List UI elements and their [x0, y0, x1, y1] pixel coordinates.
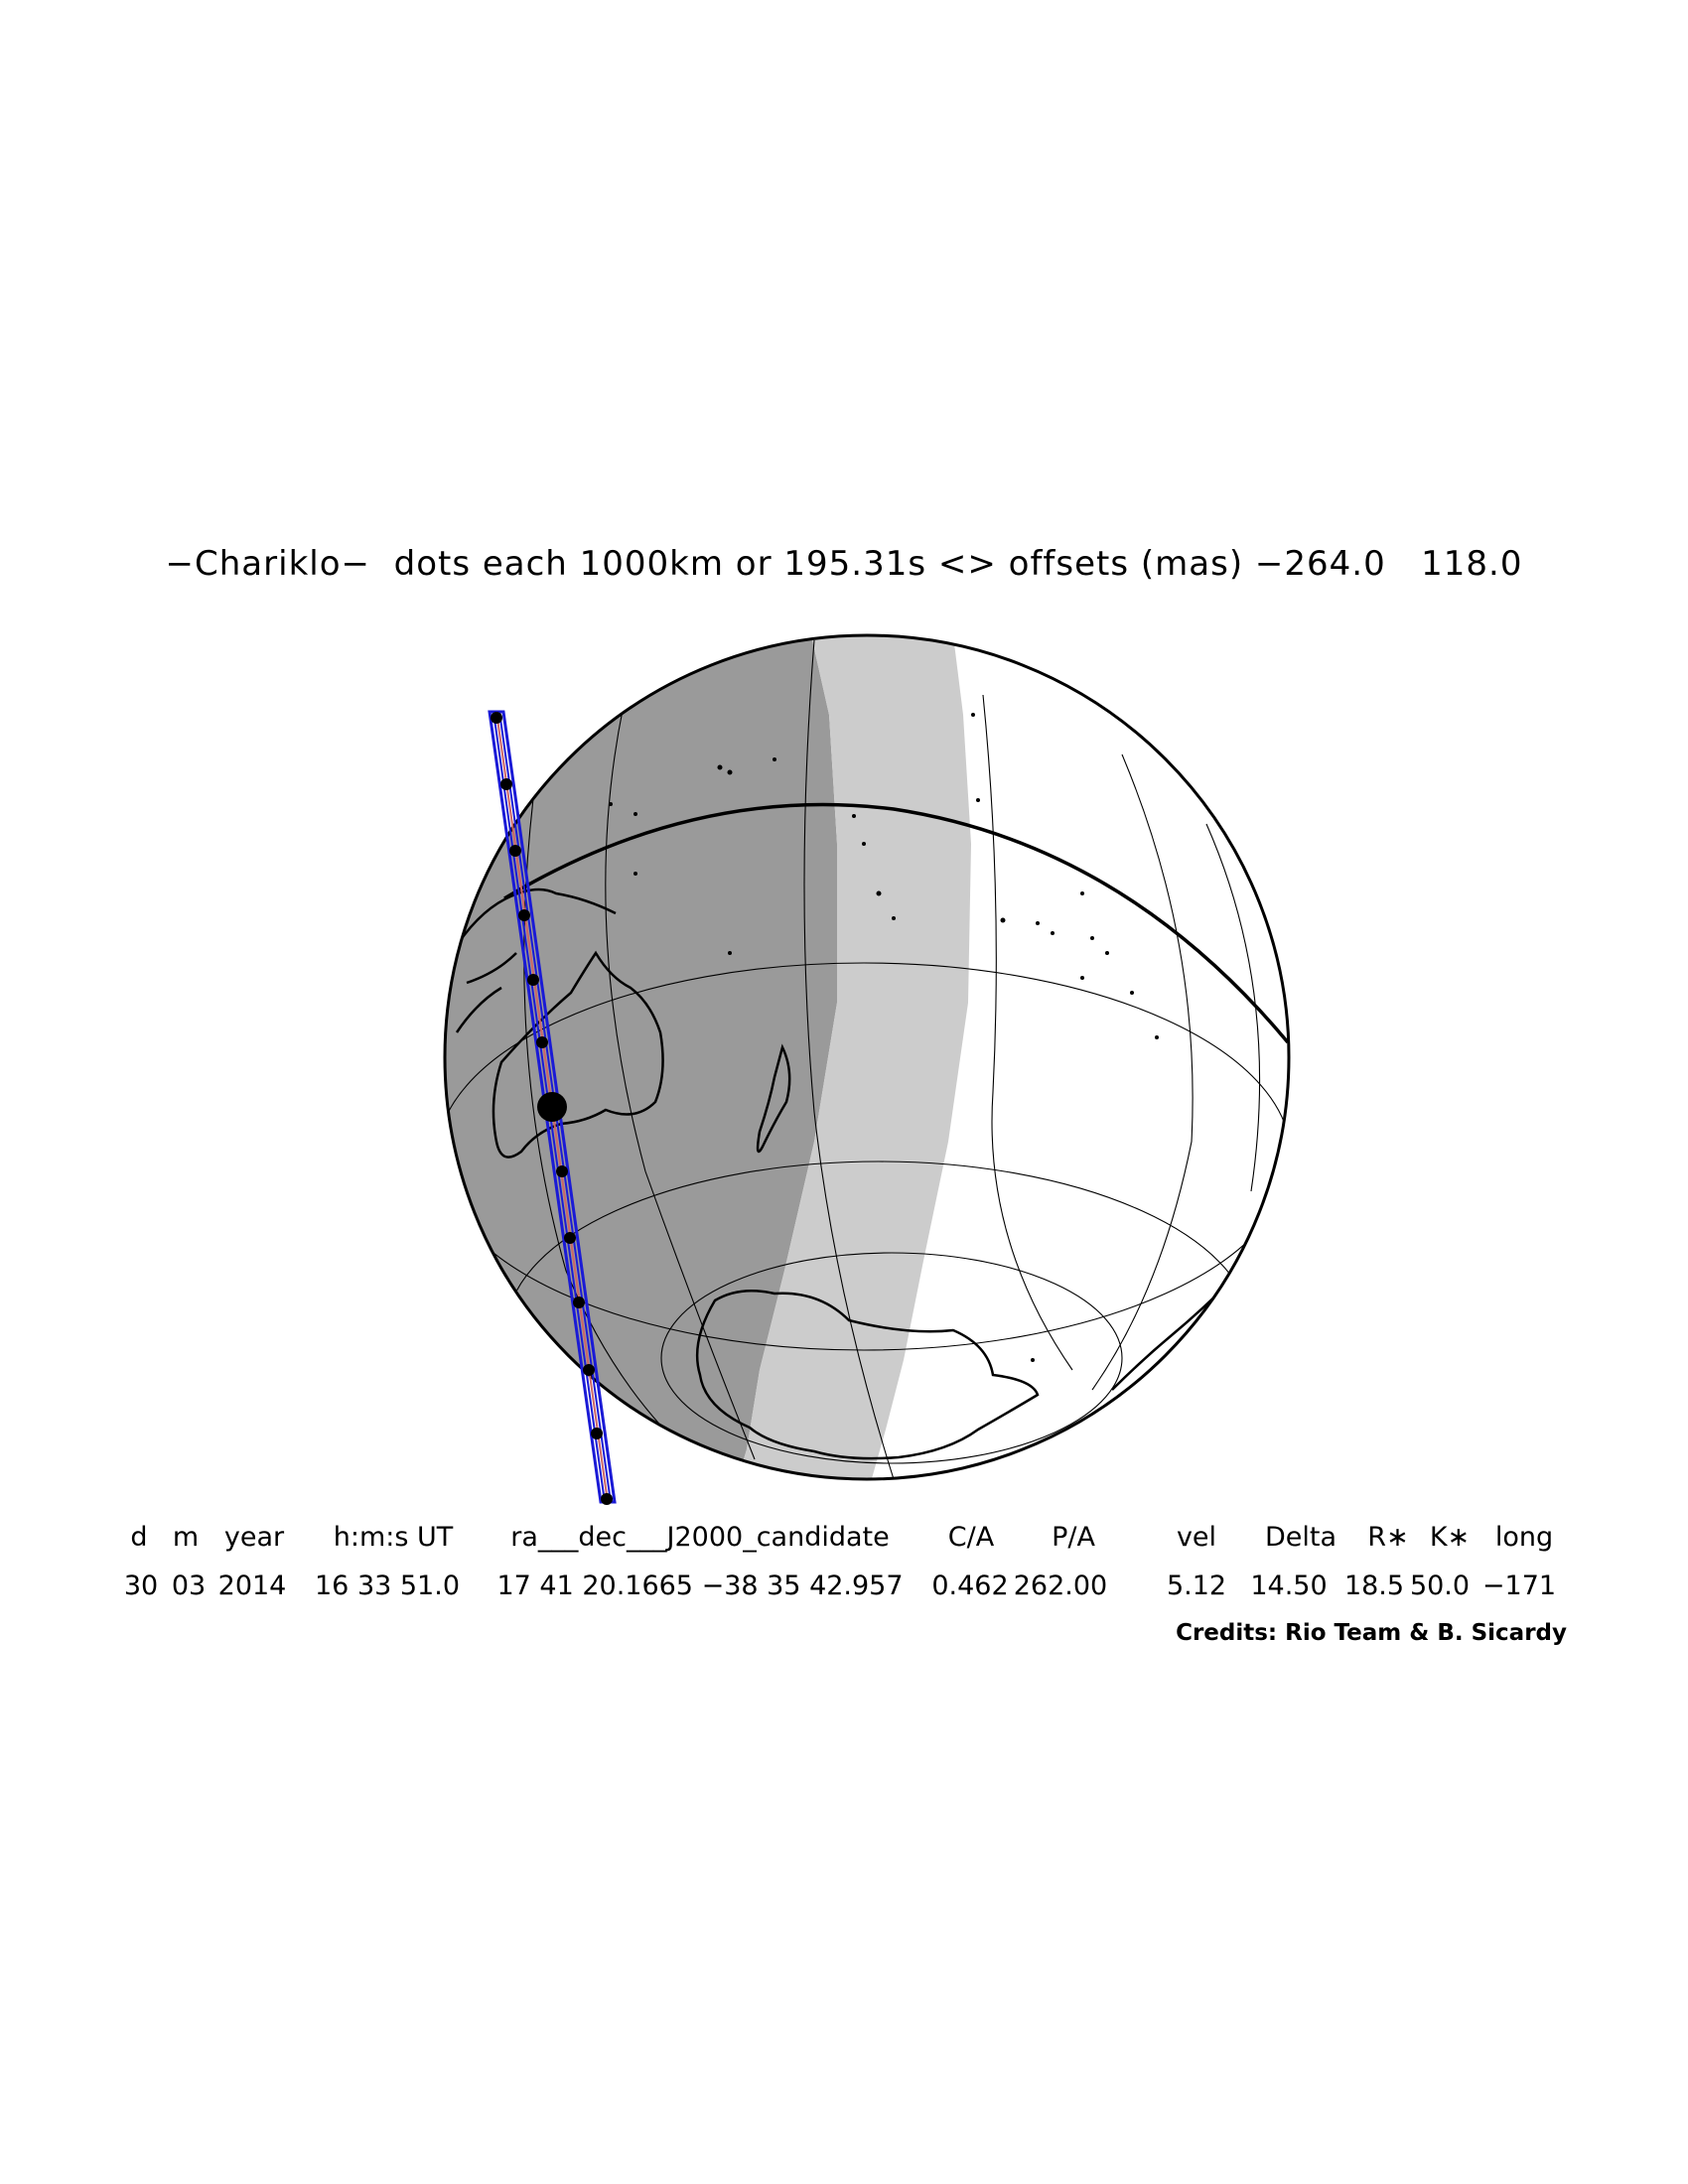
- antarctica-coastline: [695, 1289, 1040, 1460]
- value-time: 16 33 51.0: [315, 1570, 460, 1601]
- path-dot: [509, 845, 521, 857]
- twilight-band: [735, 635, 971, 1479]
- col-header-month: m: [172, 1522, 200, 1553]
- shadow-path-outer: [488, 710, 617, 1504]
- path-time-dots: [491, 712, 613, 1505]
- col-header-long: long: [1494, 1522, 1554, 1553]
- col-header-coordinates: ra___dec___J2000_candidate: [510, 1522, 890, 1553]
- new-zealand-coastline: [756, 1043, 791, 1154]
- value-month: 03: [171, 1570, 207, 1601]
- value-ca: 0.462: [931, 1570, 1009, 1601]
- value-delta: 14.50: [1250, 1570, 1328, 1601]
- col-header-k-mag: K∗: [1429, 1522, 1471, 1553]
- value-r-mag: 18.5: [1343, 1570, 1405, 1601]
- path-dot: [591, 1428, 603, 1439]
- value-pa: 262.00: [1013, 1570, 1108, 1601]
- globe-outline: [443, 633, 1291, 1481]
- col-header-ca: C/A: [947, 1522, 995, 1553]
- value-day: 30: [123, 1570, 159, 1601]
- path-dot: [601, 1493, 613, 1505]
- col-header-delta: Delta: [1264, 1522, 1337, 1553]
- path-dot: [583, 1364, 595, 1376]
- australia-coastline: [492, 950, 664, 1159]
- col-header-pa: P/A: [1052, 1522, 1095, 1553]
- col-header-year: year: [223, 1522, 285, 1553]
- value-year: 2014: [217, 1570, 287, 1601]
- path-dot: [518, 909, 530, 921]
- path-dot: [527, 974, 539, 986]
- path-dot: [564, 1232, 576, 1244]
- value-vel: 5.12: [1166, 1570, 1227, 1601]
- value-k-mag: 50.0: [1409, 1570, 1471, 1601]
- col-header-r-mag: R∗: [1367, 1522, 1409, 1553]
- map-title: −Chariklo− dots each 1000km or 195.31s <…: [165, 544, 1523, 584]
- col-header-vel: vel: [1176, 1522, 1217, 1553]
- path-dot: [573, 1297, 585, 1308]
- col-header-time: h:m:s UT: [333, 1522, 454, 1553]
- value-coordinates: 17 41 20.1665 −38 35 42.957: [496, 1570, 904, 1601]
- southeast-asia-coastline: [450, 887, 617, 1033]
- path-dot: [491, 712, 502, 724]
- path-dot: [500, 778, 512, 790]
- value-long: −171: [1481, 1570, 1557, 1601]
- col-header-day: d: [130, 1522, 148, 1553]
- equator-line: [503, 802, 1289, 1044]
- credits-text: Credits: Rio Team & B. Sicardy: [1176, 1620, 1567, 1646]
- closest-approach-dot: [537, 1092, 567, 1122]
- path-dot: [536, 1036, 548, 1048]
- path-dot: [556, 1165, 568, 1177]
